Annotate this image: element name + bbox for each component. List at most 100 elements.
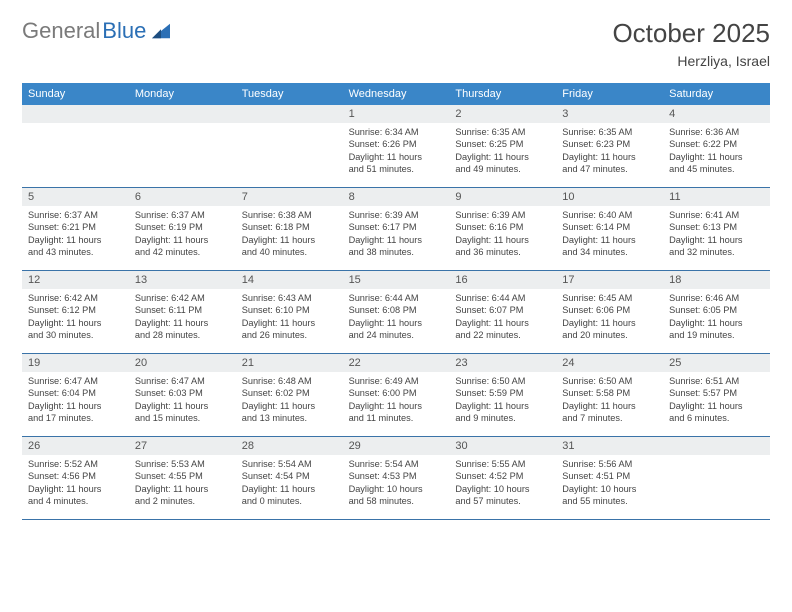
day-number: 21 [236,354,343,372]
detail-line: Sunset: 6:04 PM [28,387,123,399]
day-number: 10 [556,188,663,206]
detail-line: and 13 minutes. [242,412,337,424]
day-cell: 23Sunrise: 6:50 AMSunset: 5:59 PMDayligh… [449,354,556,436]
day-cell: 20Sunrise: 6:47 AMSunset: 6:03 PMDayligh… [129,354,236,436]
detail-line: Sunset: 6:06 PM [562,304,657,316]
detail-line: Daylight: 11 hours [669,400,764,412]
detail-line: Sunrise: 5:56 AM [562,458,657,470]
detail-line: and 58 minutes. [349,495,444,507]
day-details: Sunrise: 6:42 AMSunset: 6:12 PMDaylight:… [22,289,129,345]
detail-line: Daylight: 11 hours [455,400,550,412]
day-cell: 16Sunrise: 6:44 AMSunset: 6:07 PMDayligh… [449,271,556,353]
day-details: Sunrise: 5:55 AMSunset: 4:52 PMDaylight:… [449,455,556,511]
detail-line: Sunrise: 6:49 AM [349,375,444,387]
logo-text-gray: General [22,18,100,44]
detail-line: Sunset: 5:57 PM [669,387,764,399]
day-details: Sunrise: 6:46 AMSunset: 6:05 PMDaylight:… [663,289,770,345]
day-number: 8 [343,188,450,206]
detail-line: Daylight: 11 hours [349,400,444,412]
detail-line: Sunset: 6:08 PM [349,304,444,316]
day-cell: 4Sunrise: 6:36 AMSunset: 6:22 PMDaylight… [663,105,770,187]
day-details [22,123,129,129]
detail-line: Sunrise: 6:42 AM [28,292,123,304]
day-cell: 14Sunrise: 6:43 AMSunset: 6:10 PMDayligh… [236,271,343,353]
detail-line: Sunset: 6:02 PM [242,387,337,399]
detail-line: Daylight: 10 hours [455,483,550,495]
detail-line: Sunset: 4:52 PM [455,470,550,482]
detail-line: Daylight: 11 hours [455,317,550,329]
detail-line: Daylight: 11 hours [562,234,657,246]
day-cell: 7Sunrise: 6:38 AMSunset: 6:18 PMDaylight… [236,188,343,270]
detail-line: Sunrise: 6:40 AM [562,209,657,221]
day-number: 27 [129,437,236,455]
detail-line: Sunrise: 6:42 AM [135,292,230,304]
detail-line: and 45 minutes. [669,163,764,175]
detail-line: Daylight: 10 hours [349,483,444,495]
day-details: Sunrise: 6:45 AMSunset: 6:06 PMDaylight:… [556,289,663,345]
day-details: Sunrise: 6:38 AMSunset: 6:18 PMDaylight:… [236,206,343,262]
day-cell: 24Sunrise: 6:50 AMSunset: 5:58 PMDayligh… [556,354,663,436]
day-number: 6 [129,188,236,206]
detail-line: and 7 minutes. [562,412,657,424]
day-details: Sunrise: 6:43 AMSunset: 6:10 PMDaylight:… [236,289,343,345]
day-details: Sunrise: 6:34 AMSunset: 6:26 PMDaylight:… [343,123,450,179]
detail-line: Sunset: 6:07 PM [455,304,550,316]
day-header-wednesday: Wednesday [343,83,450,105]
detail-line: Daylight: 11 hours [135,317,230,329]
day-details: Sunrise: 6:48 AMSunset: 6:02 PMDaylight:… [236,372,343,428]
page-header: GeneralBlue October 2025 Herzliya, Israe… [22,18,770,69]
detail-line: Daylight: 11 hours [242,234,337,246]
detail-line: Daylight: 11 hours [135,400,230,412]
logo-sail-icon [150,22,172,40]
day-number: 31 [556,437,663,455]
detail-line: Daylight: 10 hours [562,483,657,495]
day-cell [663,437,770,519]
day-header-tuesday: Tuesday [236,83,343,105]
day-cell: 26Sunrise: 5:52 AMSunset: 4:56 PMDayligh… [22,437,129,519]
day-header-friday: Friday [556,83,663,105]
week-row: 26Sunrise: 5:52 AMSunset: 4:56 PMDayligh… [22,437,770,520]
day-number: 18 [663,271,770,289]
day-number: 29 [343,437,450,455]
day-details: Sunrise: 6:51 AMSunset: 5:57 PMDaylight:… [663,372,770,428]
detail-line: Sunrise: 6:34 AM [349,126,444,138]
day-cell: 17Sunrise: 6:45 AMSunset: 6:06 PMDayligh… [556,271,663,353]
logo-text-blue: Blue [102,18,146,44]
detail-line: Daylight: 11 hours [669,151,764,163]
detail-line: Sunset: 4:54 PM [242,470,337,482]
day-details: Sunrise: 6:40 AMSunset: 6:14 PMDaylight:… [556,206,663,262]
detail-line: Sunrise: 5:54 AM [242,458,337,470]
day-cell: 30Sunrise: 5:55 AMSunset: 4:52 PMDayligh… [449,437,556,519]
day-number: 3 [556,105,663,123]
detail-line: and 20 minutes. [562,329,657,341]
day-details: Sunrise: 6:49 AMSunset: 6:00 PMDaylight:… [343,372,450,428]
detail-line: and 19 minutes. [669,329,764,341]
day-number: 25 [663,354,770,372]
detail-line: Sunset: 4:56 PM [28,470,123,482]
detail-line: and 43 minutes. [28,246,123,258]
detail-line: Sunrise: 6:39 AM [455,209,550,221]
detail-line: Daylight: 11 hours [455,234,550,246]
detail-line: Daylight: 11 hours [135,483,230,495]
day-number [663,437,770,455]
day-details: Sunrise: 5:56 AMSunset: 4:51 PMDaylight:… [556,455,663,511]
day-header-saturday: Saturday [663,83,770,105]
day-cell: 21Sunrise: 6:48 AMSunset: 6:02 PMDayligh… [236,354,343,436]
detail-line: Sunrise: 6:36 AM [669,126,764,138]
day-number: 19 [22,354,129,372]
day-cell: 12Sunrise: 6:42 AMSunset: 6:12 PMDayligh… [22,271,129,353]
detail-line: and 55 minutes. [562,495,657,507]
day-details: Sunrise: 6:50 AMSunset: 5:59 PMDaylight:… [449,372,556,428]
detail-line: Daylight: 11 hours [28,400,123,412]
day-number: 5 [22,188,129,206]
detail-line: Sunrise: 6:35 AM [562,126,657,138]
day-cell: 8Sunrise: 6:39 AMSunset: 6:17 PMDaylight… [343,188,450,270]
day-number [129,105,236,123]
detail-line: Sunset: 6:17 PM [349,221,444,233]
day-details: Sunrise: 6:39 AMSunset: 6:16 PMDaylight:… [449,206,556,262]
detail-line: Sunrise: 6:47 AM [28,375,123,387]
day-details: Sunrise: 6:35 AMSunset: 6:25 PMDaylight:… [449,123,556,179]
day-number: 9 [449,188,556,206]
day-number: 7 [236,188,343,206]
day-details: Sunrise: 6:35 AMSunset: 6:23 PMDaylight:… [556,123,663,179]
